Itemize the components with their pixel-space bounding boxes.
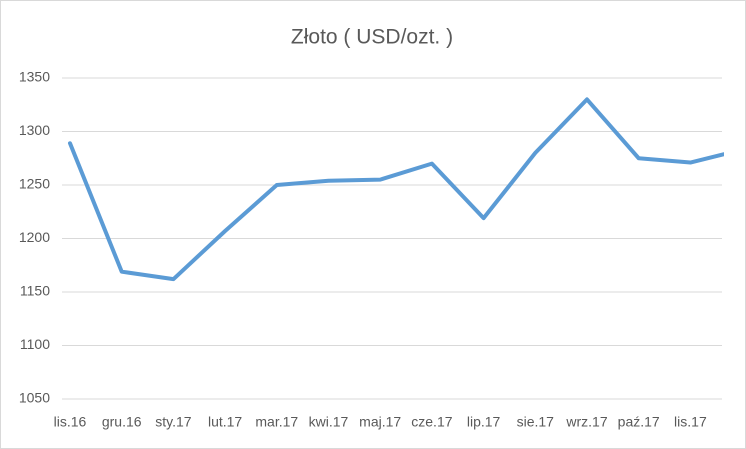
y-tick-label: 1100 [20,336,50,352]
x-tick-label: paź.17 [618,414,660,430]
x-tick-label: sty.17 [155,414,192,430]
y-tick-label: 1350 [19,69,50,85]
x-tick-label: gru.16 [102,414,142,430]
x-tick-label: maj.17 [359,414,401,430]
plot-area [68,97,724,282]
x-tick-label: kwi.17 [309,414,349,430]
series-line [68,97,724,282]
y-tick-label: 1300 [19,122,50,138]
x-tick-label: sie.17 [517,414,555,430]
x-tick-label: wrz.17 [565,414,607,430]
y-tick-label: 1050 [19,390,50,406]
x-tick-label: lis.17 [674,414,707,430]
y-tick-label: 1250 [19,176,50,192]
x-tick-label: lis.16 [54,414,87,430]
x-tick-label: cze.17 [411,414,452,430]
x-tick-label: lut.17 [208,414,242,430]
chart-title: Złoto ( USD/ozt. ) [291,26,453,49]
y-tick-label: 1150 [20,283,50,299]
x-tick-label: mar.17 [255,414,298,430]
y-tick-label: 1200 [19,229,50,245]
x-tick-label: lip.17 [467,414,501,430]
